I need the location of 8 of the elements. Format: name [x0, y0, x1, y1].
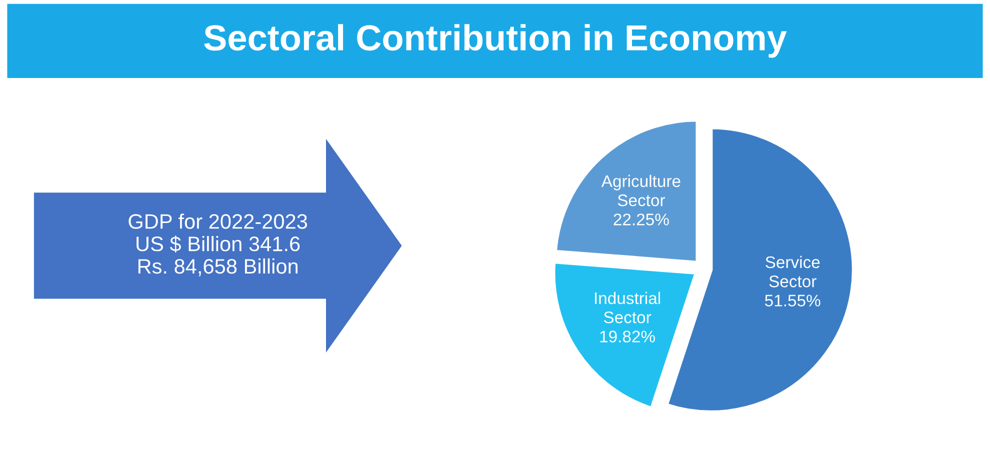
data-label: 22.25%	[614, 214, 669, 226]
slice-label: Agriculture Sector	[601, 174, 680, 206]
slice-label: Industrial Sector	[595, 292, 660, 324]
chart-title: Sectoral Contribution in Economy	[204, 24, 787, 58]
data-label: 19.82%	[600, 330, 655, 342]
text: GDP for 2022-2023 US $ Billion 341.6 Rs. 84,658 Billion	[128, 214, 308, 276]
data-label: 51.55%	[765, 294, 820, 306]
slice-label: Service Sector	[766, 256, 820, 288]
